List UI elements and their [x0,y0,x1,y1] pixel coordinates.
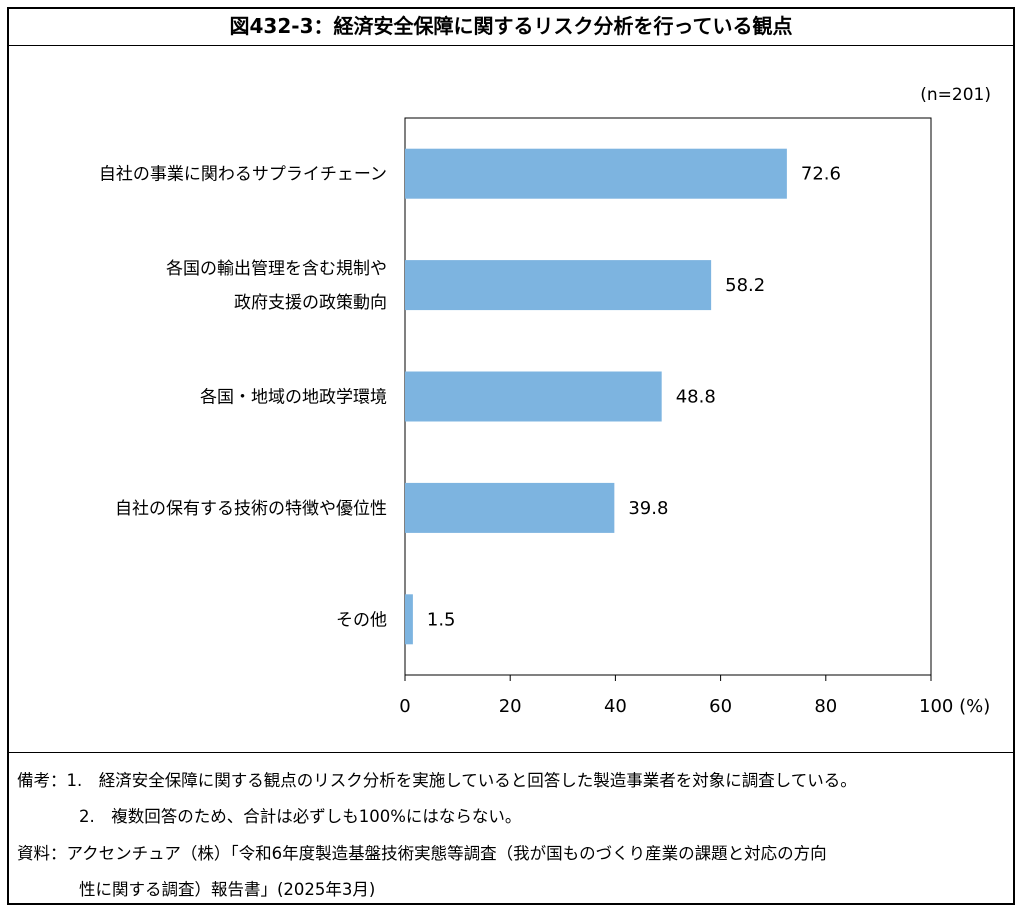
notes-section: 備考：1. 経済安全保障に関する観点のリスク分析を実施していると回答した製造事業… [9,753,1013,903]
value-label-2: 48.8 [676,387,716,408]
x-tick-label-4: 80 [814,696,837,717]
bar-1 [405,260,712,311]
sample-size-note: (n=201) [920,85,991,105]
bar-chart: (n=201) 72.6 自社の事業に関わるサプライチェーン 58.2 各国の輸出管理を… [99,85,991,717]
x-tick-label-0: 0 [399,696,410,717]
category-label-1-0: 各国の輸出管理を含む規制や [166,259,387,279]
value-label-3: 39.8 [628,498,668,519]
bar-3 [405,482,615,533]
x-tick-label-5: 100 (%) [919,696,990,717]
note-2: 2. 複数回答のため、合計は必ずしも100%にはならない。 [79,807,522,826]
category-label-4: その他 [336,610,387,630]
x-tick-label-1: 20 [499,696,522,717]
chart-area: (n=201) 72.6 自社の事業に関わるサプライチェーン 58.2 各国の輸出管理を… [9,46,1013,753]
note-1: 備考：1. 経済安全保障に関する観点のリスク分析を実施していると回答した製造事業… [17,771,857,790]
source-line-1: 資料：アクセンチュア（株）「令和6年度製造基盤技術実態等調査（我が国ものづくり産… [17,844,827,863]
x-tick-label-2: 40 [604,696,627,717]
source-line-2: 性に関する調査）報告書」(2025年3月) [79,880,376,899]
category-label-2: 各国・地域の地政学環境 [200,388,387,408]
category-label-3: 自社の保有する技術の特徴や優位性 [115,499,387,519]
figure-frame: 図432-3：経済安全保障に関するリスク分析を行っている観点 (n=201) 72… [7,7,1015,905]
bar-0 [405,148,787,199]
value-label-0: 72.6 [801,164,841,185]
value-label-1: 58.2 [725,275,765,296]
category-label-0: 自社の事業に関わるサプライチェーン [99,165,387,185]
bar-4 [405,594,413,645]
x-tick-label-3: 60 [709,696,732,717]
category-label-1-1: 政府支援の政策動向 [234,293,387,313]
value-label-4: 1.5 [427,609,456,630]
figure-title: 図432-3：経済安全保障に関するリスク分析を行っている観点 [9,9,1013,46]
bar-2 [405,371,662,422]
